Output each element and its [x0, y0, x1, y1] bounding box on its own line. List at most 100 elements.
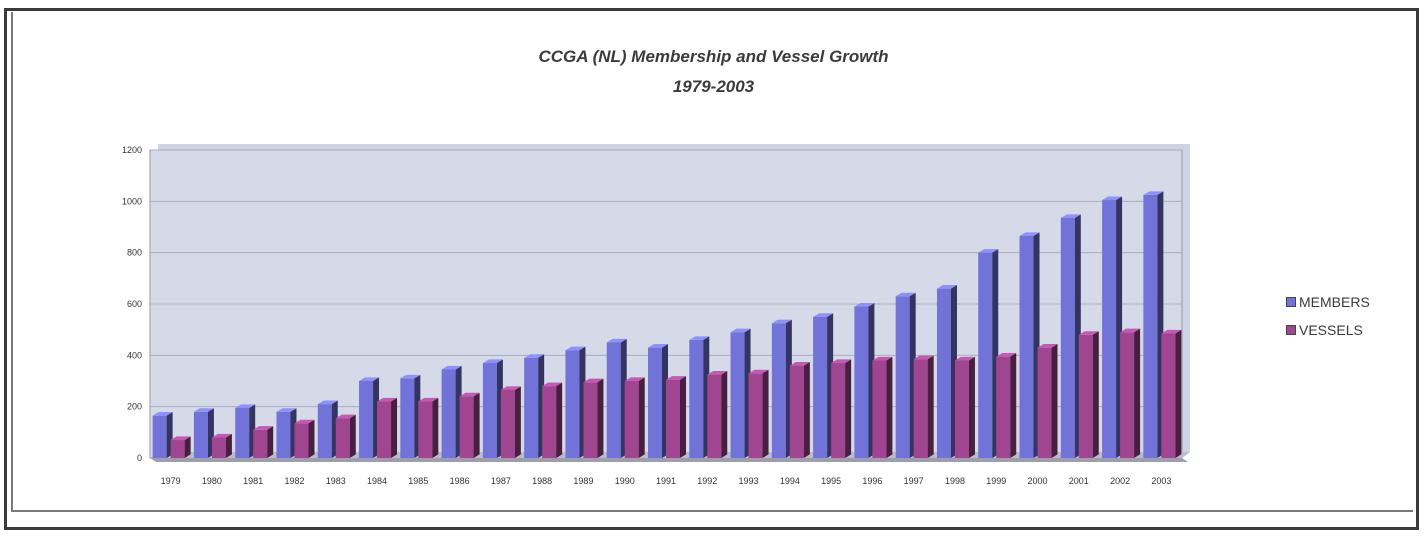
bar-top-vessels-1981 [253, 426, 274, 430]
bar-top-members-1986 [441, 365, 462, 370]
x-tick-label: 2003 [1151, 476, 1171, 486]
bar-side-vessels-2000 [1051, 344, 1058, 458]
bar-side-vessels-1980 [225, 433, 232, 458]
x-tick-label: 1979 [161, 476, 181, 486]
bar-vessels-1981 [253, 429, 268, 458]
bar-vessels-1986 [459, 396, 474, 458]
bar-members-1984 [359, 381, 374, 458]
x-tick-label: 1988 [532, 476, 552, 486]
bar-vessels-1997 [913, 359, 928, 458]
bar-side-vessels-1987 [514, 386, 521, 458]
bar-top-members-2002 [1102, 196, 1123, 201]
bar-vessels-1998 [954, 360, 969, 458]
bar-top-vessels-1989 [583, 378, 604, 383]
bar-members-1993 [730, 332, 745, 458]
bar-side-vessels-2001 [1092, 331, 1099, 458]
bar-top-members-1990 [606, 338, 627, 343]
bar-side-vessels-1993 [762, 369, 769, 458]
x-tick-label: 1989 [573, 476, 593, 486]
bar-top-members-1989 [565, 346, 586, 351]
bar-side-vessels-1982 [308, 419, 315, 458]
bar-top-vessels-1995 [831, 359, 852, 364]
bar-top-vessels-1994 [789, 362, 810, 366]
plot-base [150, 458, 1188, 462]
bar-top-members-1985 [400, 374, 421, 379]
bar-vessels-1999 [996, 356, 1011, 458]
bar-top-members-1995 [813, 313, 834, 317]
bar-top-vessels-1984 [377, 397, 398, 402]
y-tick-label: 600 [127, 299, 142, 309]
x-tick-label: 1999 [986, 476, 1006, 486]
x-tick-label: 2001 [1069, 476, 1089, 486]
bar-side-vessels-2003 [1175, 329, 1182, 458]
bar-top-members-1997 [895, 292, 916, 297]
x-tick-label: 1997 [904, 476, 924, 486]
bar-top-members-1991 [648, 344, 668, 348]
bar-members-1986 [441, 369, 456, 458]
bar-top-members-1993 [730, 328, 751, 333]
legend-swatch-vessels [1286, 325, 1296, 335]
bar-side-vessels-1981 [267, 426, 274, 458]
x-tick-label: 1980 [202, 476, 222, 486]
bar-top-vessels-1986 [459, 392, 480, 397]
x-tick-label: 1983 [326, 476, 346, 486]
x-tick-label: 1982 [284, 476, 304, 486]
bar-top-members-1998 [936, 285, 957, 289]
bar-top-vessels-1996 [872, 356, 893, 361]
bar-vessels-1984 [377, 401, 392, 458]
bar-side-vessels-1985 [432, 397, 439, 458]
x-tick-label: 1984 [367, 476, 387, 486]
bar-vessels-2000 [1037, 347, 1052, 458]
bar-members-1983 [317, 404, 332, 458]
bar-vessels-1988 [542, 386, 557, 458]
bar-members-1989 [565, 350, 580, 458]
bar-top-members-1984 [359, 377, 380, 381]
bar-members-1997 [895, 296, 910, 458]
bar-side-vessels-1994 [803, 362, 810, 458]
bar-top-vessels-1998 [954, 356, 975, 361]
bar-top-members-1992 [689, 336, 710, 340]
bar-top-vessels-1992 [707, 370, 728, 375]
y-tick-label: 200 [127, 402, 142, 412]
bar-top-members-2000 [1019, 232, 1040, 236]
bar-top-members-1987 [482, 359, 503, 364]
bar-members-1994 [771, 323, 786, 458]
bar-side-vessels-1986 [473, 392, 480, 458]
x-tick-label: 1987 [491, 476, 511, 486]
bar-members-1979 [152, 415, 167, 458]
bar-vessels-2001 [1078, 334, 1093, 458]
bar-vessels-1995 [831, 363, 846, 458]
bar-side-vessels-1991 [680, 376, 686, 458]
legend-item-members: MEMBERS [1286, 292, 1370, 312]
bar-side-vessels-1992 [721, 370, 728, 458]
bar-members-1981 [235, 407, 250, 458]
bar-vessels-1994 [789, 365, 804, 458]
bar-members-1995 [813, 316, 828, 458]
bar-top-members-1983 [317, 400, 338, 405]
bar-vessels-1985 [418, 401, 433, 458]
y-tick-label: 800 [127, 248, 142, 258]
bar-members-2001 [1060, 218, 1075, 458]
legend-label-vessels: VESSELS [1299, 322, 1363, 338]
bar-top-vessels-1999 [996, 353, 1017, 357]
bar-top-vessels-2002 [1120, 328, 1141, 333]
bar-side-vessels-1984 [391, 397, 398, 458]
bar-top-members-1999 [978, 249, 999, 253]
bar-top-vessels-1983 [335, 414, 356, 419]
bar-top-vessels-2003 [1161, 329, 1182, 334]
y-tick-label: 400 [127, 350, 142, 360]
bar-vessels-1982 [294, 423, 309, 458]
bar-members-1980 [193, 411, 208, 458]
bar-top-vessels-1985 [418, 397, 439, 402]
bar-vessels-2002 [1120, 332, 1135, 458]
y-tick-label: 0 [137, 453, 142, 463]
bar-members-1999 [978, 252, 993, 458]
bar-vessels-1990 [624, 381, 639, 458]
y-tick-label: 1200 [122, 145, 142, 155]
bar-members-2003 [1143, 194, 1158, 458]
bar-vessels-1993 [748, 373, 763, 458]
bar-side-vessels-1983 [349, 414, 356, 458]
bar-top-members-1994 [771, 319, 792, 324]
x-tick-label: 2002 [1110, 476, 1130, 486]
bar-members-1988 [524, 357, 539, 458]
